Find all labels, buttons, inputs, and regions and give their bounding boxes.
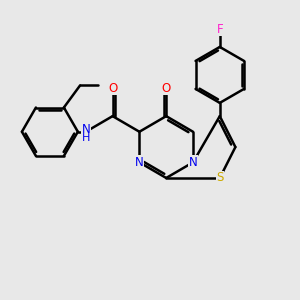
Text: N: N — [135, 156, 144, 169]
Text: S: S — [216, 172, 224, 184]
Text: O: O — [162, 82, 171, 95]
Text: H: H — [82, 133, 90, 143]
Text: O: O — [108, 82, 117, 95]
Text: F: F — [217, 23, 223, 36]
Text: N: N — [81, 123, 90, 136]
Text: N: N — [189, 156, 197, 169]
